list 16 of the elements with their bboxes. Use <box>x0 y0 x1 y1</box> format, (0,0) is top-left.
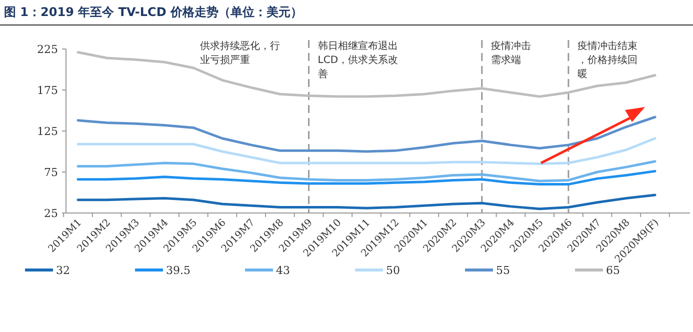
legend-label: 32 <box>56 264 70 277</box>
y-tick-label: 225 <box>37 43 58 56</box>
y-tick-label: 175 <box>37 84 58 97</box>
y-tick-label: 25 <box>44 207 58 220</box>
legend-label: 55 <box>496 264 510 277</box>
annotation: 疫情冲击结束，价格持续回暖 <box>577 40 638 80</box>
chart-title: 图 1：2019 年至今 TV-LCD 价格走势（单位：美元） <box>4 5 302 19</box>
legend-label: 39.5 <box>166 264 190 277</box>
legend-label: 43 <box>276 264 290 277</box>
y-tick-label: 125 <box>37 125 58 138</box>
y-tick-label: 75 <box>44 166 58 179</box>
annotation: 韩日相继宣布退出LCD，供求关系改善 <box>318 40 398 80</box>
legend-label: 50 <box>386 264 400 277</box>
annotation: 疫情冲击需求端 <box>490 40 531 66</box>
legend-label: 65 <box>606 264 620 277</box>
annotation: 供求持续恶化，行业亏损严重 <box>200 40 280 66</box>
